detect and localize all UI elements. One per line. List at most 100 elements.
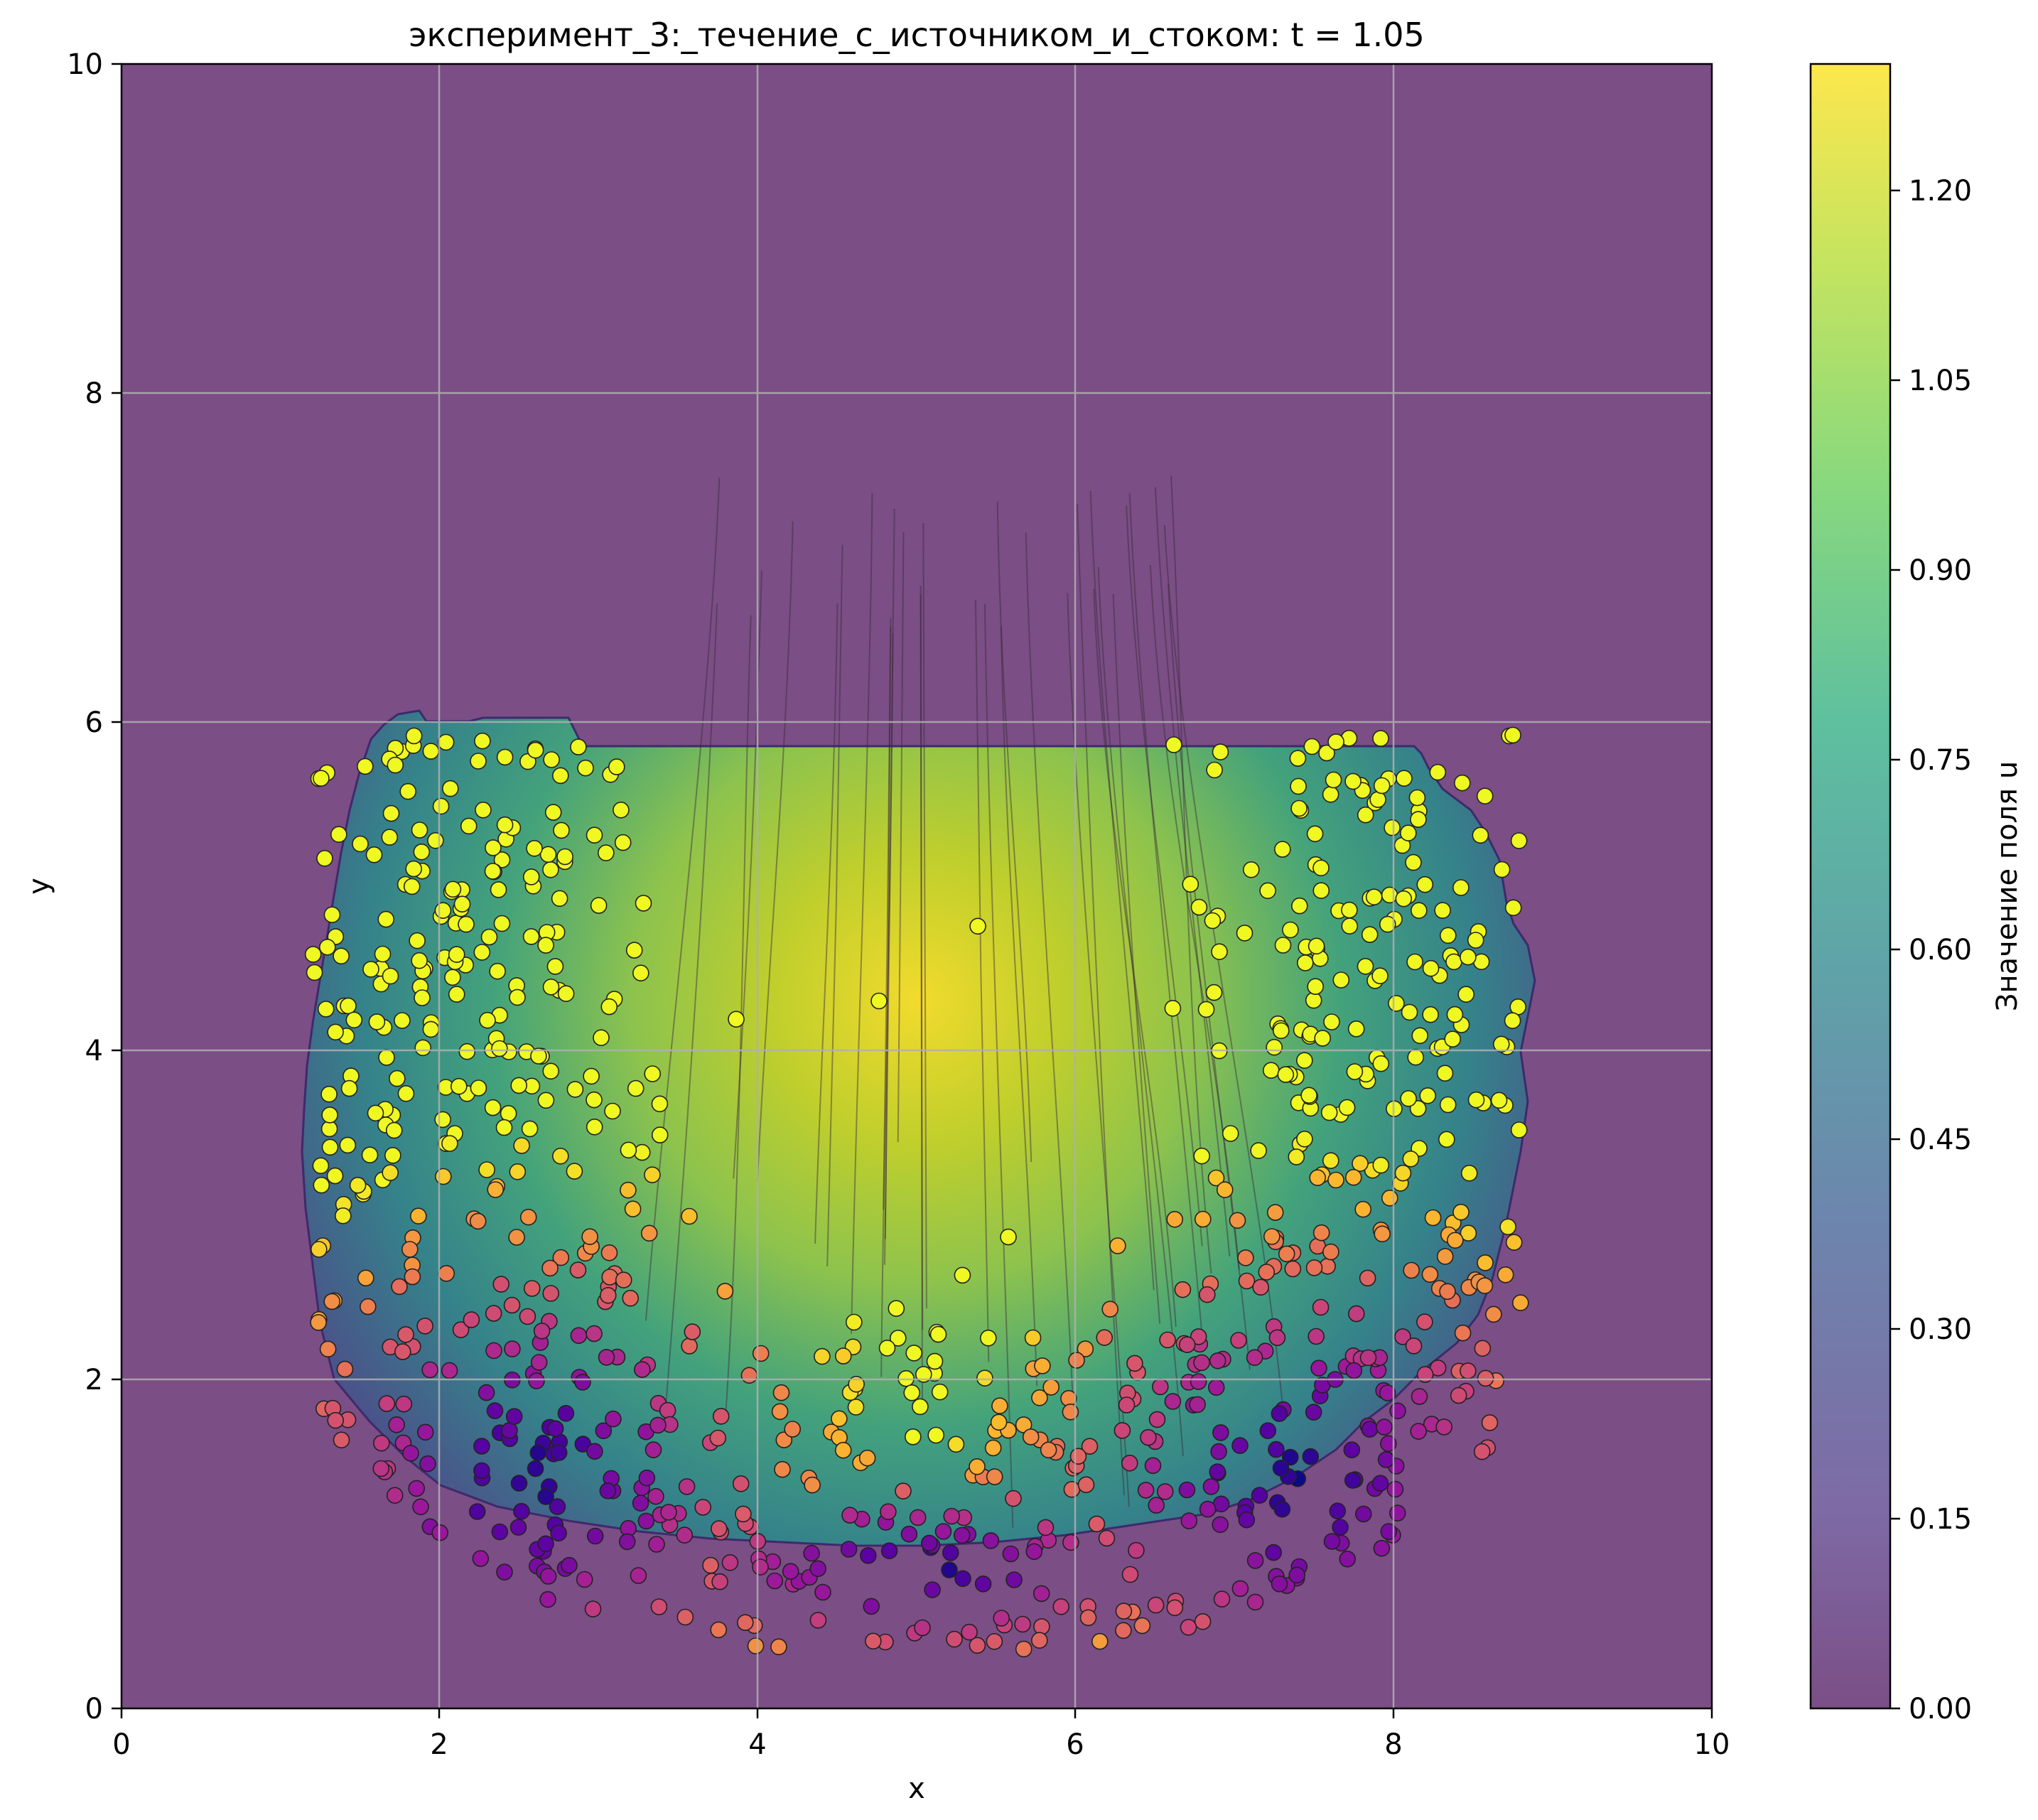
particle-point bbox=[1024, 1329, 1042, 1347]
particle-point bbox=[803, 1544, 820, 1562]
particle-point bbox=[847, 1399, 865, 1416]
particle-point bbox=[600, 1244, 618, 1261]
particle-point bbox=[1416, 1366, 1434, 1383]
particle-point bbox=[359, 1298, 377, 1315]
particle-point bbox=[460, 817, 478, 835]
particle-point bbox=[858, 1449, 876, 1467]
particle-point bbox=[487, 1181, 505, 1198]
particle-point bbox=[1079, 1609, 1097, 1627]
particle-point bbox=[649, 1416, 667, 1434]
particle-point bbox=[1384, 819, 1401, 836]
particle-point bbox=[1344, 1472, 1362, 1489]
particle-point bbox=[1308, 937, 1325, 955]
particle-point bbox=[1369, 791, 1386, 808]
particle-point bbox=[771, 1403, 789, 1421]
streamline bbox=[1025, 532, 1074, 1397]
particle-point bbox=[1388, 995, 1405, 1012]
particle-point bbox=[473, 1462, 490, 1480]
particle-point bbox=[485, 839, 502, 856]
particle-point bbox=[1265, 1544, 1282, 1561]
particle-point bbox=[1497, 1266, 1514, 1283]
particle-point bbox=[1344, 772, 1362, 790]
particle-point bbox=[595, 1422, 613, 1440]
colorbar: 0.00 0.15 0.30 0.45 0.60 0.75 0.90 1.05 1.20 Зна… bbox=[1809, 63, 2024, 1725]
particle-point bbox=[1190, 1373, 1207, 1390]
particle-point bbox=[1372, 1156, 1390, 1174]
particle-point bbox=[598, 1349, 615, 1366]
x-tick-label: 8 bbox=[1384, 1728, 1402, 1761]
particle-point bbox=[1274, 937, 1292, 954]
particle-point bbox=[316, 850, 333, 867]
particle-point bbox=[969, 917, 986, 935]
particle-point bbox=[489, 962, 506, 980]
particle-point bbox=[841, 1507, 858, 1524]
particle-point bbox=[1180, 1512, 1198, 1529]
particle-point bbox=[1259, 1422, 1277, 1439]
streamline bbox=[814, 603, 839, 1244]
particle-point bbox=[1199, 1500, 1217, 1518]
particle-point bbox=[1278, 1245, 1295, 1263]
particle-point bbox=[519, 1308, 537, 1325]
particle-point bbox=[550, 1444, 568, 1461]
particle-point bbox=[1422, 959, 1440, 977]
particle-point bbox=[441, 1362, 458, 1379]
particle-point bbox=[1252, 1278, 1269, 1296]
particle-point bbox=[721, 1554, 739, 1571]
particle-point bbox=[1467, 1091, 1485, 1109]
particle-point bbox=[474, 732, 491, 750]
streamline bbox=[884, 627, 892, 1239]
particle-point bbox=[570, 738, 587, 755]
streamline bbox=[920, 585, 924, 1330]
particle-point bbox=[500, 1105, 517, 1122]
particle-point bbox=[586, 826, 603, 844]
particle-point bbox=[1137, 1482, 1155, 1499]
colorbar-tick-label: 0.90 bbox=[1909, 554, 1972, 587]
particle-point bbox=[1371, 967, 1389, 984]
streamline bbox=[664, 603, 718, 1420]
particle-point bbox=[586, 1091, 603, 1109]
particle-point bbox=[1504, 899, 1522, 917]
particle-point bbox=[782, 1563, 799, 1580]
particle-point bbox=[1408, 789, 1426, 807]
particle-point bbox=[993, 1610, 1010, 1627]
particle-point bbox=[1229, 1212, 1246, 1229]
particle-point bbox=[1327, 733, 1344, 750]
particle-point bbox=[1077, 1476, 1095, 1493]
particle-point bbox=[552, 1249, 570, 1266]
particle-point bbox=[434, 1111, 451, 1129]
y-tick-label: 4 bbox=[85, 1035, 103, 1067]
particle-point bbox=[647, 1487, 664, 1505]
particle-point bbox=[1266, 1038, 1283, 1056]
particle-point bbox=[1069, 1448, 1087, 1465]
particle-point bbox=[491, 1040, 508, 1057]
particle-point bbox=[648, 1536, 665, 1553]
particle-point bbox=[1068, 1352, 1085, 1369]
particle-point bbox=[890, 1330, 907, 1347]
particle-point bbox=[1098, 1529, 1116, 1547]
particle-point bbox=[550, 1524, 567, 1542]
colorbar-gradient bbox=[1809, 63, 1892, 1710]
particle-point bbox=[1212, 1516, 1229, 1534]
particle-point bbox=[491, 1523, 509, 1541]
particle-point bbox=[1207, 1379, 1225, 1396]
particle-point bbox=[441, 780, 459, 797]
particle-point bbox=[475, 802, 492, 819]
particle-point bbox=[529, 1444, 547, 1462]
particle-point bbox=[1343, 1441, 1361, 1458]
particle-point bbox=[1377, 1451, 1395, 1468]
particle-point bbox=[504, 1340, 521, 1357]
streamline bbox=[1077, 504, 1125, 1495]
particle-point bbox=[336, 1360, 354, 1378]
particle-point bbox=[1445, 953, 1462, 971]
particle-point bbox=[1401, 1003, 1418, 1021]
particle-point bbox=[694, 1499, 712, 1516]
particle-point bbox=[586, 1325, 603, 1342]
particle-point bbox=[684, 1323, 701, 1340]
particle-point bbox=[1323, 1533, 1341, 1550]
particle-point bbox=[485, 1342, 502, 1359]
particle-point bbox=[1359, 1269, 1376, 1287]
particle-point bbox=[1156, 1483, 1174, 1500]
particle-point bbox=[327, 1023, 344, 1041]
particle-point bbox=[632, 964, 649, 981]
particle-point bbox=[401, 1241, 419, 1258]
